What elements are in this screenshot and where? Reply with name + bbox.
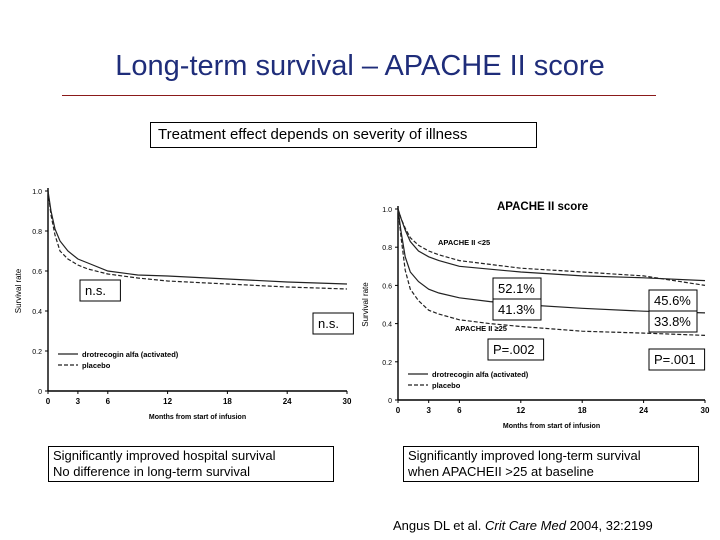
x-tick-label: 3 [426, 406, 431, 415]
y-tick-label: 0.6 [32, 269, 42, 276]
title-divider [62, 95, 656, 96]
chart-right-title: APACHE II score [497, 201, 588, 213]
series-line-2 [397, 208, 706, 314]
y-tick-label: 0.8 [382, 245, 392, 252]
x-tick-label: 0 [396, 406, 401, 415]
series-line-0 [397, 208, 706, 282]
annotation-p-1-box [487, 338, 545, 361]
annotation-ns-1-box [79, 279, 121, 302]
x-tick-label: 30 [343, 397, 352, 406]
annotation-ns-2: n.s. [318, 316, 339, 331]
annotation-pct-4: 33.8% [654, 314, 691, 329]
annotation-p-1: P=.002 [493, 342, 535, 357]
y-tick-label: 0.2 [32, 349, 42, 356]
legend-label-1: placebo [432, 381, 461, 390]
y-tick-label: 0 [38, 389, 42, 396]
annotation-pct-1: 52.1% [498, 281, 535, 296]
group-label-high: APACHE II ≥25 [455, 324, 507, 333]
citation-details: 2004, 32:2199 [569, 518, 653, 533]
annotation-pct-2-box [492, 298, 542, 321]
annotation-p-2-box [648, 348, 706, 371]
legend-label-0: drotrecogin alfa (activated) [432, 370, 529, 379]
y-tick-label: 0.4 [32, 309, 42, 316]
chart-left: 0 0.2 0.4 0.6 0.8 1.0 0 3 6 12 18 24 30 Months from s… [14, 188, 354, 421]
x-axis-title: Months from start of infusion [149, 414, 246, 421]
series-line-0 [47, 190, 348, 285]
subtitle-text: Treatment effect depends on severity of … [158, 126, 468, 143]
legend-label-0: drotrecogin alfa (activated) [82, 350, 179, 359]
x-tick-label: 24 [639, 406, 648, 415]
y-axis-title: Survival rate [14, 268, 23, 313]
annotation-pct-2: 41.3% [498, 302, 535, 317]
x-tick-label: 3 [76, 397, 81, 406]
caption-left-line-1: Significantly improved hospital survival [53, 448, 276, 463]
caption-right: Significantly improved long-term surviva… [403, 446, 699, 482]
x-tick-label: 18 [223, 397, 232, 406]
caption-right-line-2: when APACHEII >25 at baseline [408, 464, 594, 479]
y-tick-label: 0.4 [382, 322, 392, 329]
slide-title: Long-term survival – APACHE II score [115, 50, 605, 82]
x-tick-label: 30 [701, 406, 710, 415]
y-tick-label: 1.0 [382, 207, 392, 214]
x-tick-label: 12 [516, 406, 525, 415]
chart-right: 0 0.2 0.4 0.6 0.8 1.0 0 3 6 12 18 24 30 Months from s… [361, 201, 710, 430]
x-tick-label: 0 [46, 397, 51, 406]
x-tick-label: 12 [163, 397, 172, 406]
group-label-low: APACHE II <25 [438, 238, 490, 247]
y-tick-label: 0.6 [382, 283, 392, 290]
citation-authors: Angus DL et al. [393, 518, 482, 533]
annotation-pct-3: 45.6% [654, 293, 691, 308]
caption-left: Significantly improved hospital survival… [48, 446, 334, 482]
legend-label-1: placebo [82, 361, 111, 370]
annotation-p-2: P=.001 [654, 352, 696, 367]
citation-journal: Crit Care Med [485, 518, 566, 533]
x-tick-label: 6 [457, 406, 462, 415]
y-tick-label: 0.8 [32, 229, 42, 236]
x-tick-label: 18 [578, 406, 587, 415]
subtitle-box: Treatment effect depends on severity of … [150, 122, 537, 148]
series-line-1 [397, 208, 706, 286]
x-tick-label: 6 [106, 397, 111, 406]
y-tick-label: 1.0 [32, 189, 42, 196]
x-axis-title: Months from start of infusion [503, 423, 600, 430]
citation: Angus DL et al. Crit Care Med 2004, 32:2… [393, 518, 653, 533]
caption-right-line-1: Significantly improved long-term surviva… [408, 448, 641, 463]
series-line-3 [397, 208, 706, 336]
y-tick-label: 0.2 [382, 360, 392, 367]
y-tick-label: 0 [388, 398, 392, 405]
annotation-ns-1: n.s. [85, 283, 106, 298]
caption-left-line-2: No difference in long-term survival [53, 464, 251, 479]
annotation-pct-4-box [648, 310, 698, 333]
series-line-1 [47, 190, 348, 290]
annotation-ns-2-box [312, 312, 354, 335]
y-axis-title: Survival rate [361, 282, 370, 327]
x-tick-label: 24 [283, 397, 292, 406]
